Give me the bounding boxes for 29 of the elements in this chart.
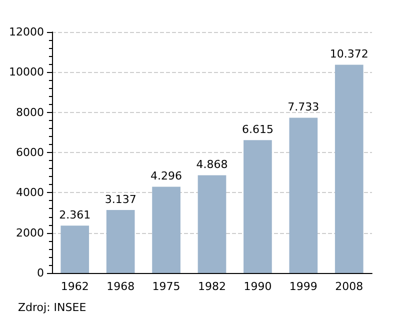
x-tick-label: 2008 [335,280,364,293]
data-label: 7.733 [288,100,320,114]
y-tick-label: 12000 [9,26,44,38]
bar [289,118,318,273]
y-tick-label: 6000 [16,146,44,159]
y-tick-label: 8000 [16,106,44,119]
bar [106,210,135,273]
data-label: 4.868 [196,158,228,172]
x-tick-label: 1990 [244,280,272,293]
data-label: 10.372 [330,48,368,61]
data-label: 2.361 [59,208,91,222]
y-tick-label: 0 [37,266,44,280]
y-tick-label: 2000 [16,226,44,240]
bar [152,186,180,273]
text: Zdroj: INSEE [18,301,86,314]
data-label: 3.137 [104,193,136,206]
y-tick-label: 4000 [16,186,44,200]
data-label: 6.615 [242,123,274,136]
data-label: 4.296 [150,170,182,183]
x-tick-label: 1999 [289,280,318,293]
bar [198,175,226,273]
x-tick-label: 1968 [106,280,135,293]
x-tick-label: 1982 [198,280,226,293]
y-tick-label: 10000 [9,66,44,79]
x-tick-label: 1975 [152,280,180,293]
x-tick-label: 1962 [60,280,89,293]
bar [334,64,364,273]
bar [60,226,90,273]
bar [244,140,272,273]
